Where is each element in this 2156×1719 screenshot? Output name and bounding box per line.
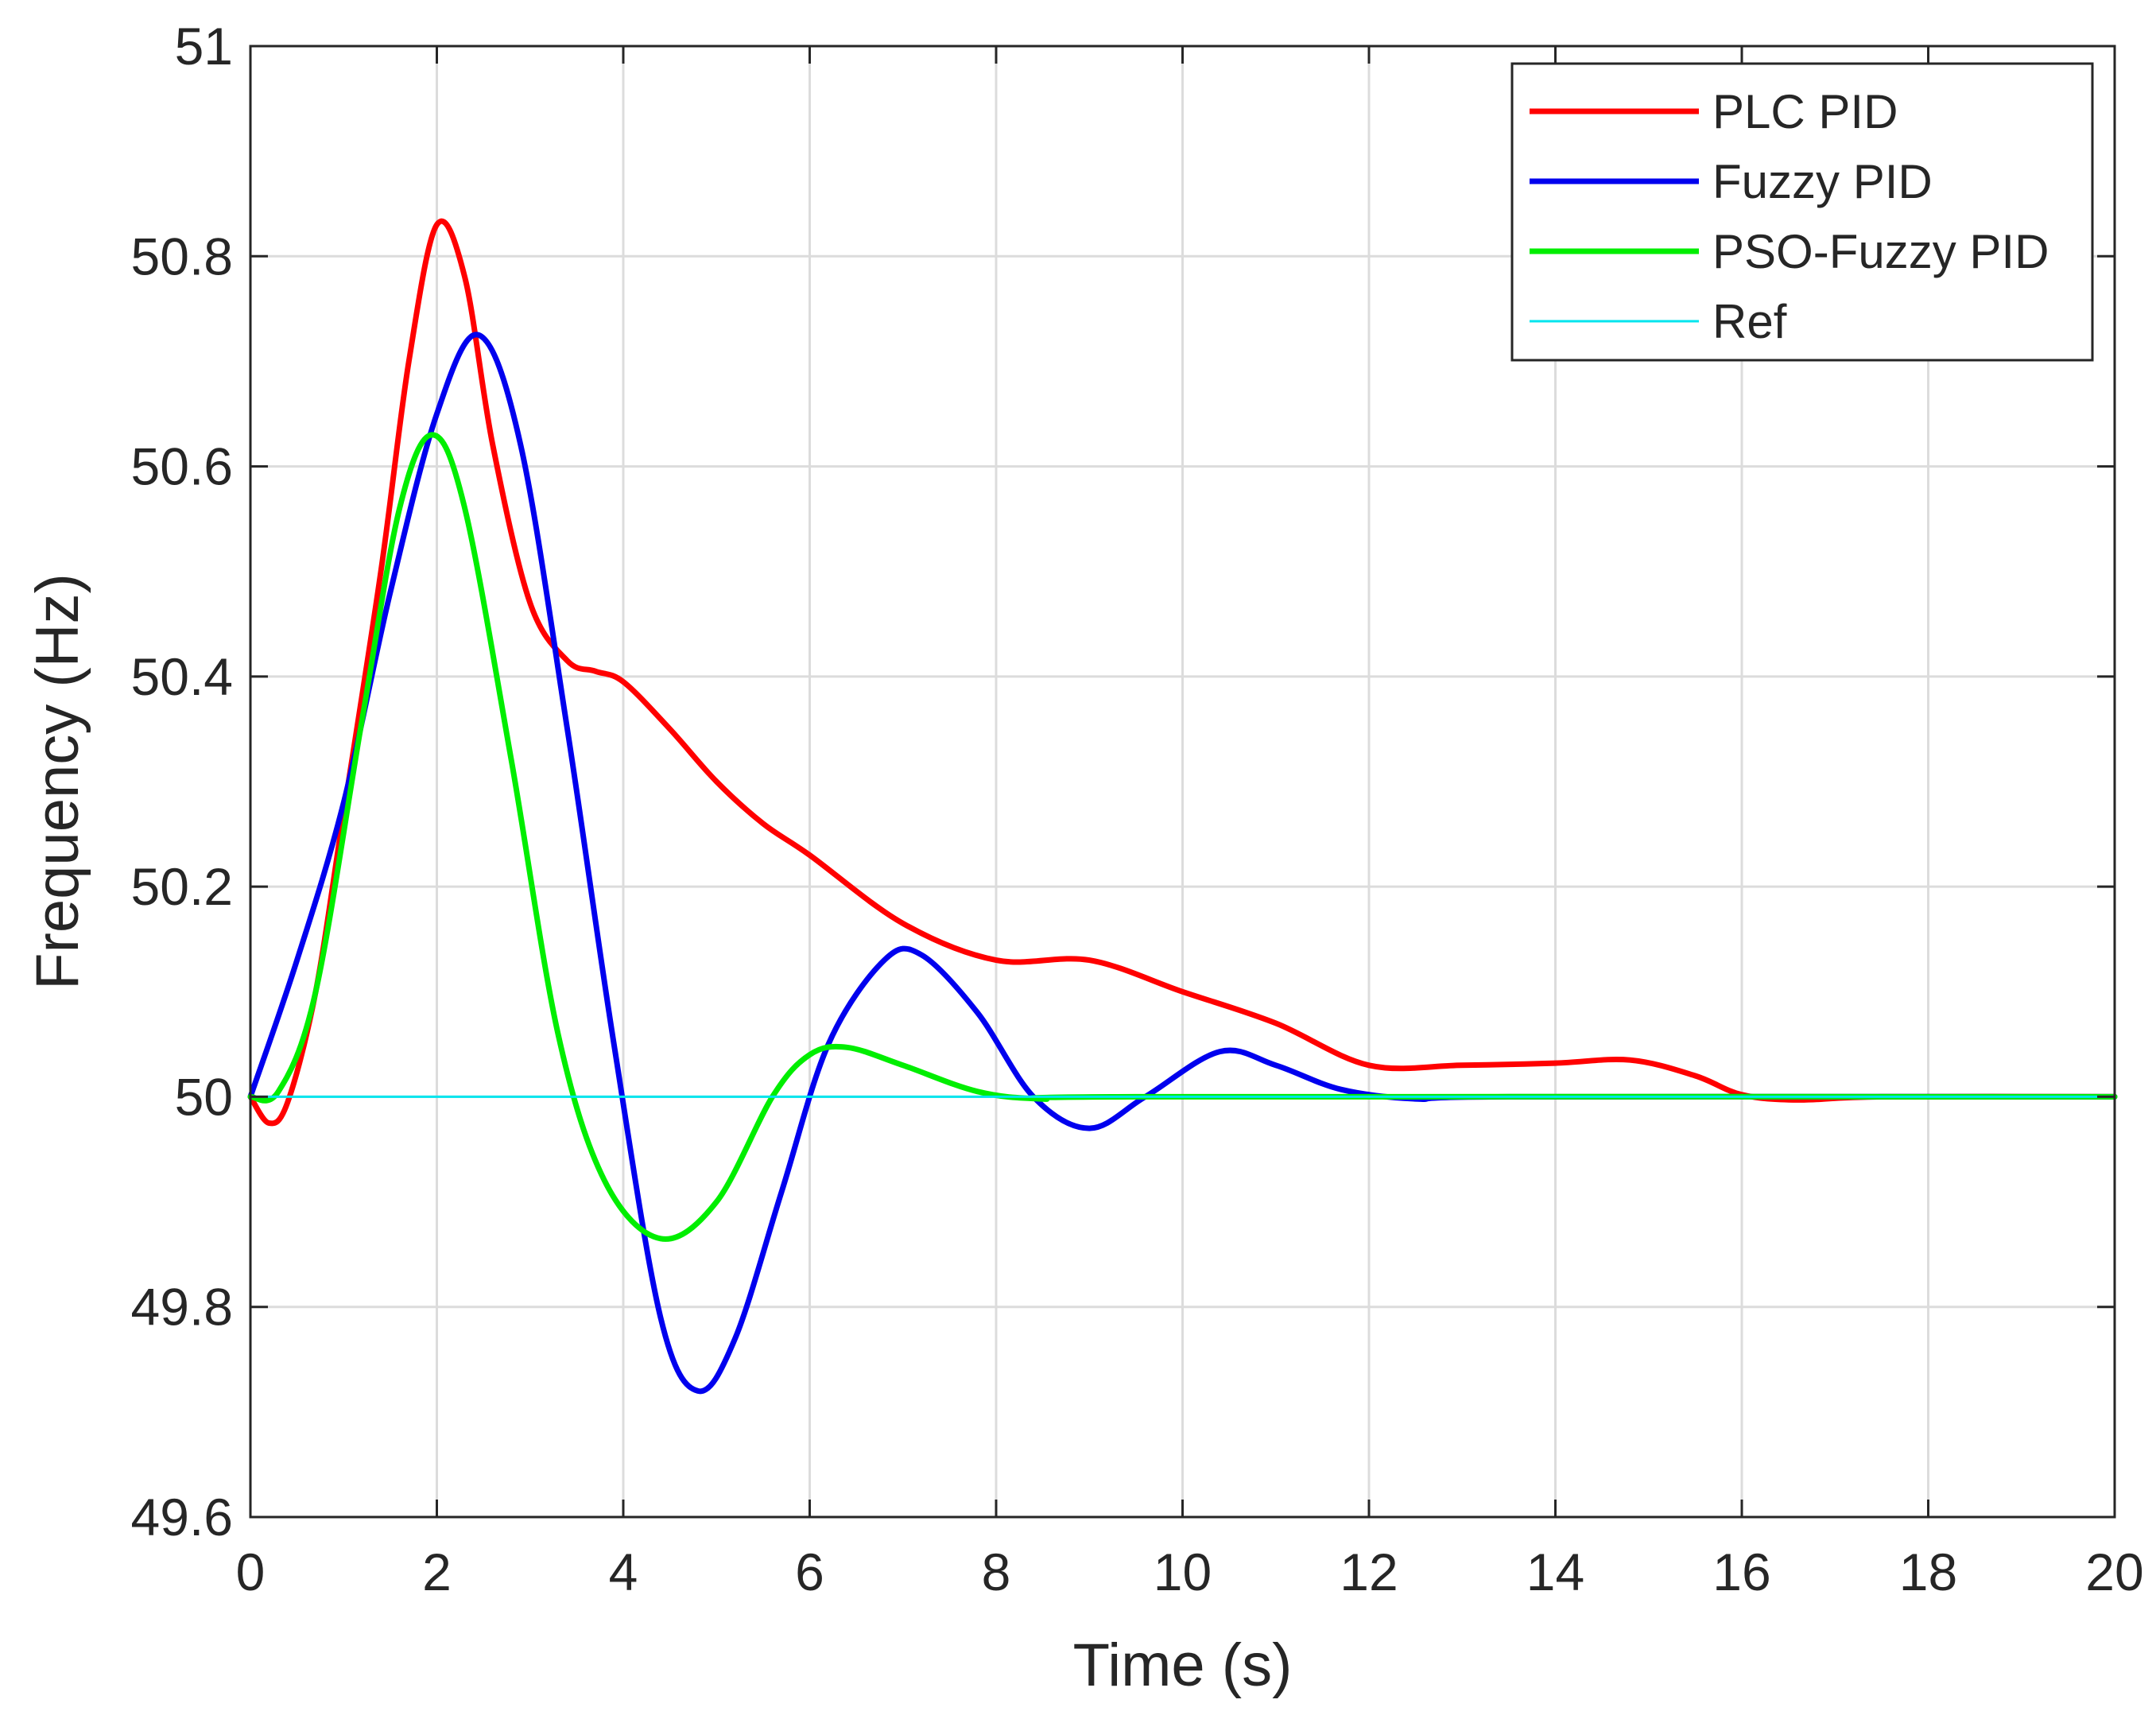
- legend-label-fuzzy-pid: Fuzzy PID: [1712, 155, 1933, 208]
- x-tick-label: 0: [236, 1542, 266, 1601]
- x-tick-label: 8: [982, 1542, 1011, 1601]
- x-tick-label: 14: [1526, 1542, 1584, 1601]
- y-tick-label: 51: [175, 17, 233, 76]
- x-tick-label: 12: [1340, 1542, 1398, 1601]
- x-tick-label: 16: [1712, 1542, 1770, 1601]
- x-tick-label: 20: [2085, 1542, 2143, 1601]
- y-tick-label: 50.6: [131, 437, 233, 496]
- series-line-pso-fuzzy-pid: [247, 432, 2118, 1242]
- legend-label-pso-fuzzy-pid: PSO-Fuzzy PID: [1712, 225, 2049, 278]
- x-axis-title: Time (s): [1073, 1632, 1293, 1699]
- x-tick-label: 4: [609, 1542, 638, 1601]
- ticks: 0 2 4 6 8 10 12 14 16 18 20 49.6 49.8 50 50.2 50.4 50.6 5…: [131, 17, 2144, 1601]
- series-line-plc-pid: [247, 218, 2118, 1127]
- x-tick-label: 2: [422, 1542, 452, 1601]
- series-lines: [247, 218, 2118, 1395]
- legend: PLC PID Fuzzy PID PSO-Fuzzy PID Ref: [1510, 62, 2094, 362]
- x-tick-label: 6: [795, 1542, 824, 1601]
- y-tick-label: 50.2: [131, 857, 233, 916]
- series-line-fuzzy-pid: [247, 332, 2118, 1395]
- legend-label-plc-pid: PLC PID: [1712, 85, 1898, 138]
- y-tick-label: 50: [175, 1067, 233, 1126]
- y-tick-label: 50.8: [131, 227, 233, 285]
- y-axis-title: Frequency (Hz): [24, 573, 91, 990]
- y-tick-label: 49.8: [131, 1278, 233, 1337]
- x-tick-label: 18: [1899, 1542, 1957, 1601]
- y-tick-label: 50.4: [131, 647, 233, 706]
- x-tick-label: 10: [1154, 1542, 1212, 1601]
- legend-label-ref: Ref: [1712, 295, 1787, 348]
- y-tick-label: 49.6: [131, 1488, 233, 1546]
